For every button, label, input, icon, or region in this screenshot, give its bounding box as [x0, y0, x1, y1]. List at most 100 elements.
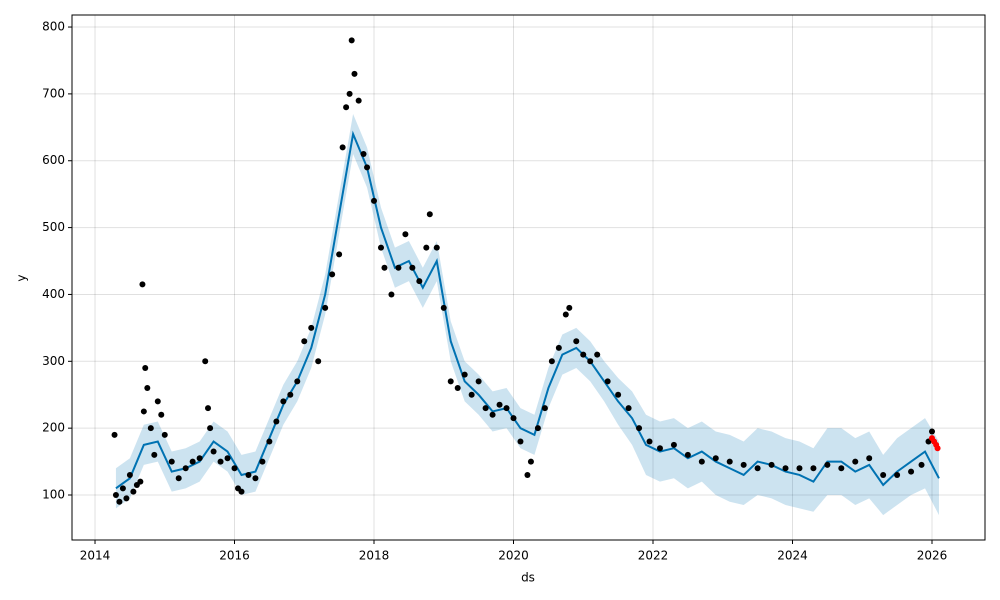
- observed-point: [503, 405, 510, 412]
- observed-point: [918, 461, 925, 468]
- observed-point: [116, 498, 123, 505]
- observed-point: [175, 475, 182, 482]
- observed-point: [377, 244, 384, 251]
- observed-point: [266, 438, 273, 445]
- observed-point: [768, 461, 775, 468]
- observed-point: [151, 451, 158, 458]
- y-tick-label: 200: [42, 421, 65, 435]
- observed-point: [684, 451, 691, 458]
- observed-point: [646, 438, 653, 445]
- observed-point: [562, 311, 569, 318]
- observed-point: [468, 391, 475, 398]
- recent-point: [934, 445, 941, 452]
- observed-point: [894, 471, 901, 478]
- observed-point: [336, 251, 343, 258]
- observed-point: [144, 385, 151, 392]
- observed-point: [423, 244, 430, 251]
- observed-point: [140, 408, 147, 415]
- observed-point: [928, 428, 935, 435]
- observed-point: [838, 465, 845, 472]
- observed-point: [496, 401, 503, 408]
- observed-point: [866, 455, 873, 462]
- observed-point: [555, 344, 562, 351]
- observed-point: [339, 144, 346, 151]
- observed-point: [238, 488, 245, 495]
- observed-point: [182, 465, 189, 472]
- observed-point: [252, 475, 259, 482]
- observed-point: [433, 244, 440, 251]
- x-tick-label: 2026: [917, 549, 948, 563]
- observed-point: [142, 364, 149, 371]
- observed-point: [527, 458, 534, 465]
- y-tick-label: 100: [42, 488, 65, 502]
- observed-point: [189, 458, 196, 465]
- y-tick-label: 600: [42, 153, 65, 167]
- observed-point: [196, 455, 203, 462]
- observed-point: [541, 405, 548, 412]
- observed-point: [524, 471, 531, 478]
- observed-point: [371, 197, 378, 204]
- observed-point: [364, 164, 371, 171]
- x-tick-label: 2024: [777, 549, 808, 563]
- observed-point: [287, 391, 294, 398]
- observed-point: [824, 461, 831, 468]
- observed-point: [796, 465, 803, 472]
- observed-point: [231, 465, 238, 472]
- plot-frame: [71, 14, 986, 541]
- observed-point: [510, 415, 517, 422]
- observed-point: [329, 271, 336, 278]
- observed-point: [475, 378, 482, 385]
- observed-point: [454, 385, 461, 392]
- observed-point: [388, 291, 395, 298]
- observed-point: [210, 448, 217, 455]
- y-axis-label: y: [15, 274, 29, 281]
- observed-point: [294, 378, 301, 385]
- observed-point: [447, 378, 454, 385]
- observed-point: [395, 264, 402, 271]
- observed-point: [726, 458, 733, 465]
- observed-point: [566, 304, 573, 311]
- observed-point: [587, 358, 594, 365]
- observed-point: [573, 338, 580, 345]
- observed-point: [217, 458, 224, 465]
- observed-point: [111, 431, 118, 438]
- observed-point: [625, 405, 632, 412]
- observed-point: [409, 264, 416, 271]
- observed-point: [315, 358, 322, 365]
- observed-point: [126, 471, 133, 478]
- observed-point: [308, 324, 315, 331]
- observed-point: [137, 478, 144, 485]
- observed-point: [360, 151, 367, 158]
- observed-point: [489, 411, 496, 418]
- observed-point: [119, 485, 126, 492]
- observed-point: [205, 405, 212, 412]
- observed-point: [852, 458, 859, 465]
- observed-point: [402, 231, 409, 238]
- observed-point: [754, 465, 761, 472]
- observed-point: [348, 37, 355, 44]
- observed-point: [548, 358, 555, 365]
- x-tick-label: 2014: [80, 549, 111, 563]
- observed-point: [908, 468, 915, 475]
- observed-point: [782, 465, 789, 472]
- forecast-line: [115, 130, 940, 490]
- observed-point: [461, 371, 468, 378]
- y-tick-label: 300: [42, 354, 65, 368]
- observed-point: [158, 411, 165, 418]
- observed-point: [594, 351, 601, 358]
- observed-point: [130, 488, 137, 495]
- observed-point: [147, 425, 154, 432]
- observed-point: [343, 104, 350, 111]
- observed-point: [810, 465, 817, 472]
- x-axis-label: ds: [521, 571, 535, 585]
- y-tick-label: 800: [42, 20, 65, 34]
- observed-point: [355, 97, 362, 104]
- observed-point: [381, 264, 388, 271]
- y-tick-label: 700: [42, 86, 65, 100]
- observed-point: [580, 351, 587, 358]
- observed-point: [670, 441, 677, 448]
- observed-point: [482, 405, 489, 412]
- observed-point: [245, 471, 252, 478]
- observed-point: [880, 471, 887, 478]
- observed-point: [426, 211, 433, 218]
